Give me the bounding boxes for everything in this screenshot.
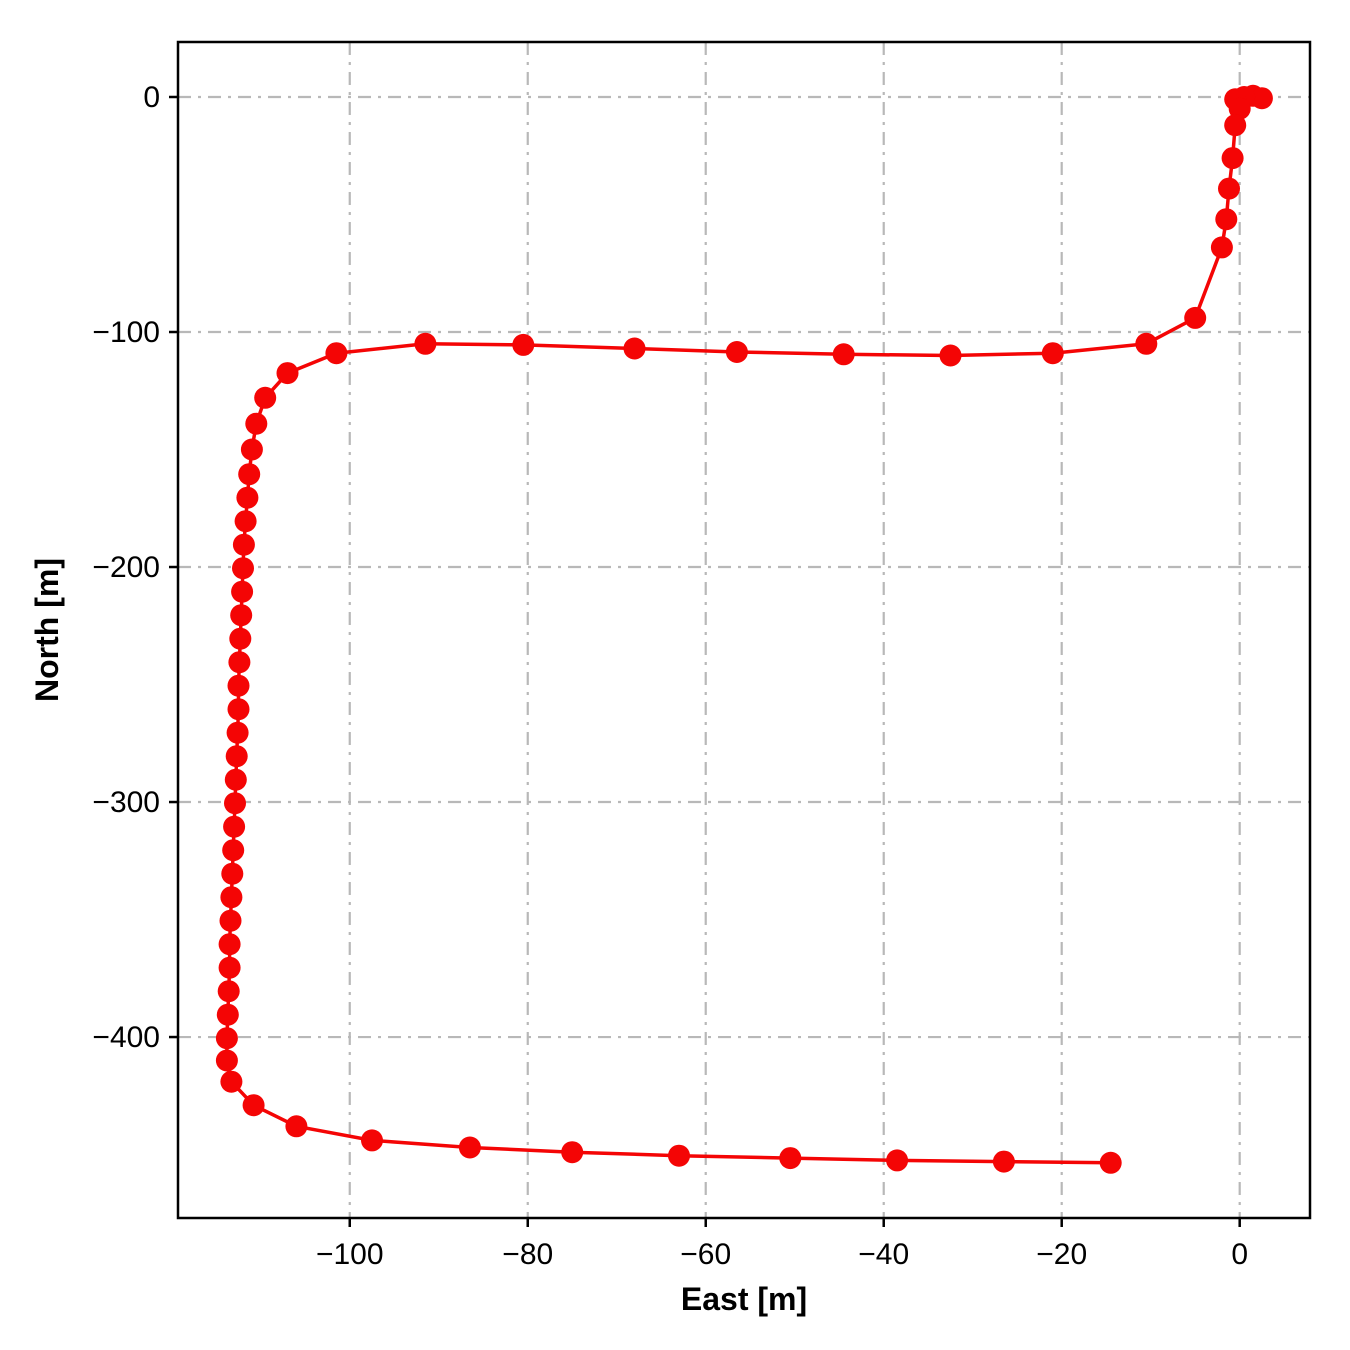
trajectory-marker [240,438,263,461]
trajectory-marker [226,721,249,744]
trajectory-marker [218,933,241,956]
trajectory-marker [1221,147,1244,170]
x-tick-label: −100 [316,1238,384,1271]
trajectory-marker [1218,177,1240,200]
trajectory-marker [414,332,437,355]
trajectory-marker [361,1129,383,1152]
trajectory-marker [512,333,535,356]
trajectory-marker [458,1136,481,1159]
trajectory-marker [1041,342,1064,365]
trajectory-marker [234,510,257,533]
trajectory-marker [242,1094,265,1117]
trajectory-marker [561,1141,584,1164]
y-tick-label: −300 [92,786,160,819]
x-axis-label: East [m] [681,1281,807,1317]
trajectory-marker [216,1003,239,1026]
trajectory-marker [222,839,245,862]
trajectory-marker [227,674,250,697]
trajectory-marker [221,862,244,885]
trajectory-marker [230,604,253,627]
trajectory-marker [227,698,250,721]
trajectory-marker [236,486,259,509]
trajectory-marker [223,815,246,838]
trajectory-marker [1250,87,1273,110]
trajectory-line [225,94,1264,1165]
trajectory-marker [254,386,277,409]
trajectory-marker [238,463,261,486]
trajectory-marker [668,1144,690,1167]
trajectory-marker [285,1115,308,1138]
trajectory-marker [886,1149,909,1172]
trajectory-marker [231,580,254,603]
trajectory-marker [219,909,242,932]
trajectory-marker [1210,236,1233,259]
trajectory-marker [1135,332,1158,355]
x-tick-label: −40 [858,1238,909,1271]
trajectory-marker [217,980,240,1003]
trajectory-marker [1215,208,1238,231]
x-tick-label: −60 [680,1238,731,1271]
y-tick-label: 0 [143,81,160,114]
trajectory-marker [229,627,252,650]
trajectory-marker [325,342,348,365]
trajectory-marker [939,344,962,367]
y-tick-label: −100 [92,316,160,349]
trajectory-marker [225,745,248,768]
trajectory-marker [1224,114,1247,137]
plot-border [176,40,1312,1220]
trajectory-marker [228,651,251,674]
trajectory-marker [220,1070,243,1093]
trajectory-marker [224,768,247,791]
trajectory-marker [779,1147,802,1170]
y-axis-label: North [m] [29,558,65,702]
trajectory-marker [224,792,246,815]
trajectory-marker [832,343,855,366]
trajectory-marker [220,886,243,909]
trajectory-marker [1184,306,1207,329]
trajectory-marker [1228,97,1251,120]
trajectory-marker [215,1027,238,1050]
trajectory-marker [1099,1151,1122,1174]
trajectory-marker [245,412,268,435]
x-tick-label: −20 [1036,1238,1087,1271]
trajectory-marker [232,557,254,580]
x-tick-label: 0 [1231,1238,1248,1271]
trajectory-marker [232,533,255,556]
trajectory-marker [623,337,646,360]
y-tick-label: −200 [92,551,160,584]
trajectory-marker [218,956,241,979]
trajectory-marker [276,362,299,385]
trajectory-marker [215,1049,238,1072]
x-tick-label: −80 [502,1238,553,1271]
trajectory-marker [992,1150,1015,1173]
trajectory-marker [725,341,748,363]
y-tick-label: −400 [92,1021,160,1054]
